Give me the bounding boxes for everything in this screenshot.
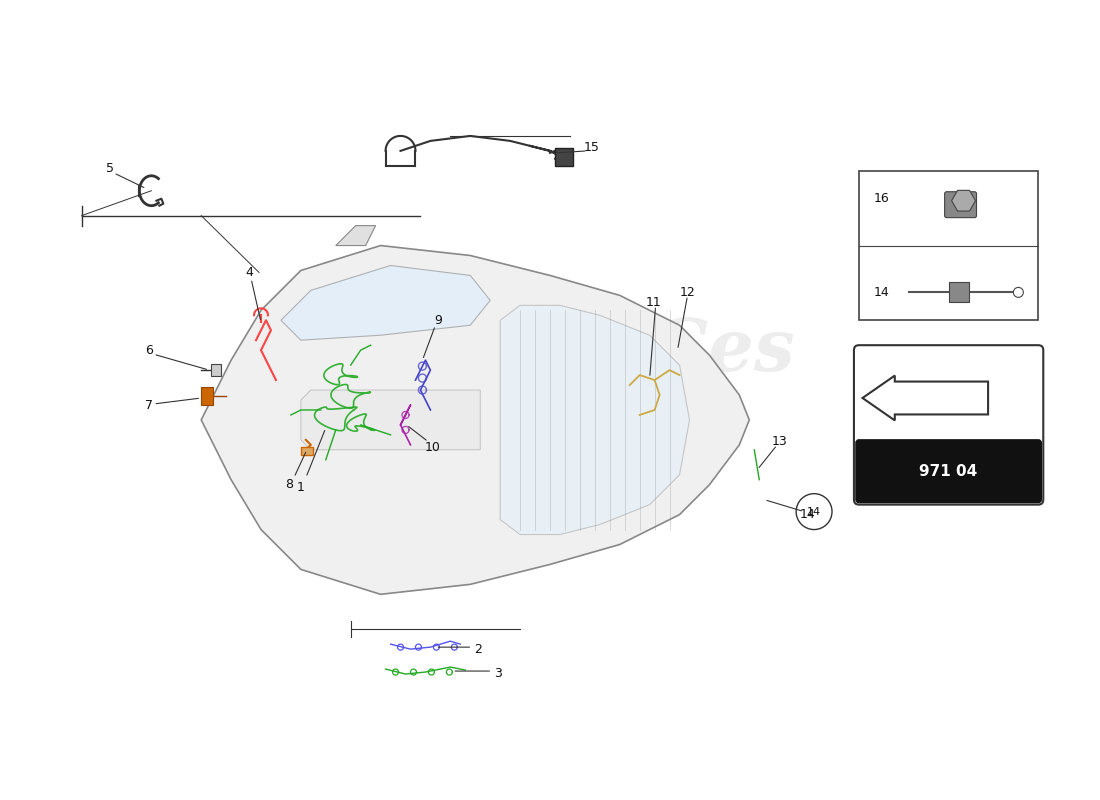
Text: 7: 7 <box>145 399 153 413</box>
Bar <box>211 364 221 376</box>
Polygon shape <box>280 266 491 340</box>
Circle shape <box>796 494 832 530</box>
Circle shape <box>1013 287 1023 298</box>
Text: 8: 8 <box>285 478 293 491</box>
Text: 5: 5 <box>106 162 113 175</box>
FancyBboxPatch shape <box>945 192 977 218</box>
Text: 9: 9 <box>434 314 442 326</box>
Bar <box>201 387 213 405</box>
Polygon shape <box>201 246 749 594</box>
Text: 14: 14 <box>800 508 815 521</box>
Text: 3: 3 <box>494 666 502 679</box>
Text: 1: 1 <box>297 481 305 494</box>
Text: 15: 15 <box>584 142 600 154</box>
FancyBboxPatch shape <box>856 440 1042 502</box>
Text: a passion for parts since 1985: a passion for parts since 1985 <box>353 395 688 505</box>
Bar <box>859 170 1038 320</box>
Text: euroSPECes: euroSPECes <box>305 314 795 386</box>
FancyArrow shape <box>862 375 988 421</box>
Polygon shape <box>336 226 375 246</box>
Polygon shape <box>500 306 690 534</box>
Polygon shape <box>952 190 976 211</box>
Text: 11: 11 <box>646 296 661 309</box>
Text: 971 04: 971 04 <box>920 464 978 478</box>
Text: 2: 2 <box>474 642 482 656</box>
Text: 12: 12 <box>680 286 695 299</box>
Text: 14: 14 <box>807 506 821 517</box>
FancyBboxPatch shape <box>854 345 1043 505</box>
Text: 10: 10 <box>425 442 440 454</box>
Bar <box>948 282 968 302</box>
Text: 6: 6 <box>145 344 153 357</box>
Text: 13: 13 <box>771 435 788 448</box>
Bar <box>301 447 312 455</box>
Polygon shape <box>301 390 481 450</box>
Bar <box>556 148 573 166</box>
Text: 14: 14 <box>873 286 890 299</box>
Text: 4: 4 <box>245 266 253 279</box>
Text: 16: 16 <box>873 192 890 206</box>
